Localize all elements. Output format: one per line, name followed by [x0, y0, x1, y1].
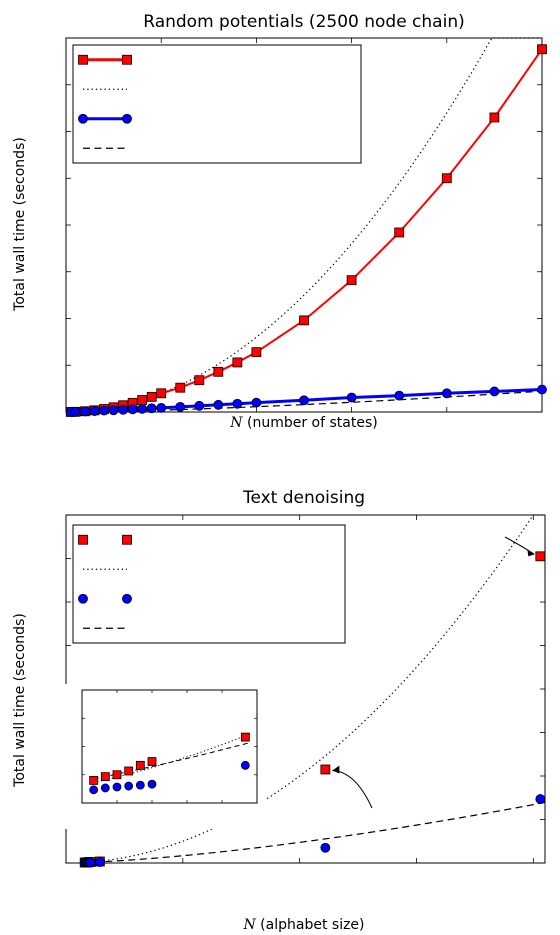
- chart-1-point-ours: [70, 406, 81, 417]
- inset-point-naive: [240, 732, 250, 742]
- chart-2-xlabel-var: N: [242, 917, 256, 933]
- chart-2-legend: [72, 524, 346, 644]
- inset-point-ours: [147, 779, 157, 789]
- inset-point-naive: [135, 760, 145, 770]
- chart-1-point-ours: [489, 386, 500, 397]
- chart-1-point-ours: [441, 388, 452, 399]
- chart-2-point-ours: [85, 857, 96, 868]
- chart-1-point-ours: [80, 406, 90, 417]
- chart-text-denoising: Text denoising Total wall time (seconds)…: [12, 488, 546, 933]
- chart-1-point-ours: [537, 384, 547, 395]
- inset-point-ours: [89, 785, 99, 795]
- chart-1-point-ours: [156, 402, 167, 413]
- chart-1-point-ours: [232, 398, 243, 409]
- chart-1-legend-marker-2a: [78, 113, 88, 124]
- annotation-japanese-arrowhead: [527, 549, 535, 557]
- chart-1-point-ours: [251, 397, 262, 408]
- chart-1-point-ours: [99, 405, 109, 416]
- chart-2-ylabel: Total wall time (seconds): [12, 613, 28, 788]
- chart-2-point-ours: [535, 794, 546, 804]
- chart-2-fit-quadratic: [82, 514, 545, 864]
- chart-1-point-ours: [127, 404, 138, 415]
- chart-2-annotations: [332, 536, 535, 809]
- inset-point-ours: [100, 783, 110, 793]
- chart-1-point-ours: [108, 405, 119, 416]
- chart-1-point-naive: [251, 347, 262, 358]
- chart-random-potentials: Random potentials (2500 node chain) Tota…: [12, 12, 547, 431]
- inset-point-naive: [124, 766, 134, 776]
- chart-2-plot-area: [65, 514, 546, 868]
- chart-1-xlabel-var: N: [229, 415, 243, 431]
- chart-1-point-ours: [146, 403, 157, 414]
- chart-1-point-ours: [89, 406, 100, 416]
- inset-point-ours: [135, 780, 145, 790]
- chart-1-point-ours: [194, 400, 205, 411]
- chart-2-legend-marker-2b: [122, 593, 132, 604]
- chart-1-point-naive: [137, 395, 148, 405]
- chart-2-fit-power15: [82, 801, 546, 864]
- chart-2-point-naive: [535, 551, 546, 562]
- chart-2-title: Text denoising: [242, 488, 365, 508]
- chart-1-xlabel: N (number of states): [229, 415, 377, 431]
- chart-1-point-naive: [146, 391, 157, 402]
- annotation-korean-arrowhead: [332, 765, 340, 774]
- chart-2-inset: [46, 684, 265, 829]
- chart-1-point-naive: [213, 366, 224, 377]
- chart-1-point-naive: [194, 375, 205, 386]
- chart-2-legend-marker-0a: [78, 534, 88, 545]
- inset-point-naive: [100, 772, 110, 782]
- chart-1-xlabel-text: (number of states): [243, 415, 378, 431]
- inset-background: [46, 684, 265, 829]
- chart-1-point-naive: [537, 44, 547, 55]
- chart-2-legend-box: [72, 524, 346, 644]
- chart-1-point-naive: [489, 112, 500, 123]
- chart-1-point-ours: [118, 404, 129, 415]
- chart-1-legend: [72, 44, 362, 164]
- chart-1-point-naive: [156, 388, 167, 399]
- chart-1-point-ours: [346, 392, 357, 403]
- chart-1-fit-quadratic: [65, 37, 542, 413]
- chart-2-xlabel-text: (alphabet size): [256, 917, 365, 933]
- chart-2-legend-marker-0b: [122, 534, 132, 545]
- chart-1-point-naive: [394, 227, 405, 238]
- inset-point-ours: [112, 782, 122, 792]
- inset-point-ours: [240, 760, 250, 770]
- chart-1-point-ours: [137, 403, 148, 414]
- chart-1-point-naive: [299, 315, 309, 326]
- chart-2-point-ours: [320, 842, 331, 853]
- inset-point-naive: [112, 770, 122, 780]
- chart-1-point-ours: [394, 390, 405, 401]
- chart-1-point-naive: [232, 357, 243, 368]
- chart-1-legend-marker-2b: [122, 113, 132, 124]
- chart-1-point-ours: [299, 395, 309, 406]
- chart-1-point-naive: [175, 382, 186, 393]
- chart-2-legend-marker-2a: [78, 593, 88, 604]
- inset-point-naive: [89, 776, 99, 785]
- chart-2-point-ours: [94, 857, 105, 868]
- chart-1-point-naive: [441, 173, 452, 184]
- chart-1-legend-marker-0b: [122, 54, 132, 65]
- chart-1-point-ours: [213, 399, 224, 410]
- chart-1-legend-box: [72, 44, 362, 164]
- chart-1-plot-area: [65, 37, 547, 417]
- chart-1-point-naive: [346, 275, 357, 286]
- inset-point-ours: [124, 781, 134, 791]
- chart-1-fit-power15: [65, 390, 543, 413]
- chart-1-point-ours: [175, 401, 186, 412]
- annotation-korean-arrow: [332, 769, 373, 809]
- chart-1-legend-marker-0a: [78, 54, 88, 65]
- chart-1-ylabel: Total wall time (seconds): [12, 137, 28, 312]
- chart-2-xlabel: N (alphabet size): [242, 917, 364, 933]
- chart-2-point-naive: [320, 764, 331, 775]
- chart-1-title: Random potentials (2500 node chain): [143, 12, 464, 32]
- inset-point-naive: [147, 757, 157, 766]
